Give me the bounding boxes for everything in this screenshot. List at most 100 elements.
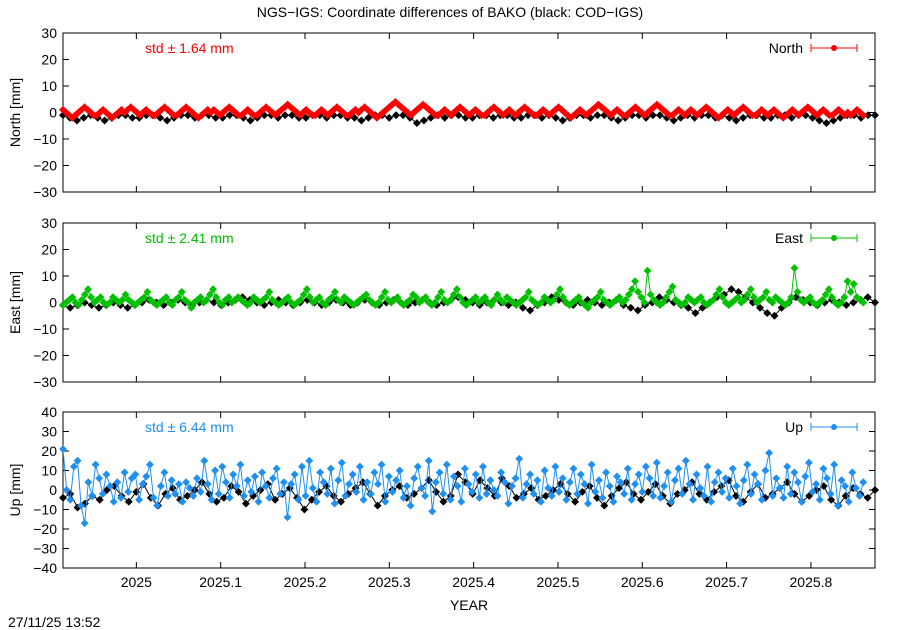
data-point — [428, 507, 437, 516]
data-point — [743, 290, 752, 299]
data-point — [189, 491, 198, 500]
x-tick-label: 2025.7 — [705, 574, 748, 590]
data-point — [637, 293, 646, 302]
data-point — [640, 298, 649, 307]
chart-title: NGS−IGS: Coordinate differences of BAKO … — [257, 4, 643, 20]
data-point — [556, 285, 565, 294]
data-point — [203, 480, 212, 489]
data-point — [384, 472, 393, 481]
data-point — [555, 487, 563, 496]
data-point — [211, 466, 220, 475]
y-tick-label: −30 — [33, 374, 57, 390]
data-point — [290, 470, 299, 479]
data-point — [631, 480, 640, 489]
data-point — [734, 293, 743, 302]
data-point — [214, 489, 223, 498]
data-point — [559, 293, 568, 302]
data-point — [381, 497, 390, 506]
data-point — [667, 497, 676, 506]
data-point — [312, 497, 321, 506]
data-point — [490, 295, 499, 304]
data-point — [631, 277, 639, 286]
data-point — [246, 116, 255, 125]
data-point — [177, 287, 186, 296]
data-point — [355, 462, 364, 471]
data-point — [218, 462, 227, 471]
data-point — [689, 495, 698, 504]
data-point — [412, 119, 421, 128]
data-point — [479, 462, 487, 471]
legend-label: Up — [785, 419, 803, 435]
data-point — [301, 491, 310, 500]
std-label: std ± 1.64 mm — [145, 40, 234, 56]
y-axis-label: East [mm] — [7, 271, 23, 334]
y-tick-label: 20 — [41, 443, 57, 459]
data-point — [184, 298, 192, 307]
data-point — [826, 489, 835, 498]
data-point — [326, 464, 335, 473]
data-point — [73, 456, 82, 465]
data-point — [381, 287, 389, 296]
data-point — [410, 474, 419, 483]
y-tick-label: −20 — [33, 158, 57, 174]
data-point — [209, 285, 218, 294]
data-point — [660, 482, 669, 491]
data-point — [421, 293, 430, 302]
data-point — [145, 460, 154, 469]
data-point — [500, 478, 509, 487]
y-tick-label: −20 — [33, 521, 57, 537]
data-point — [100, 116, 109, 125]
data-point — [739, 476, 748, 485]
data-point — [193, 474, 201, 483]
data-point — [321, 301, 330, 310]
data-point — [595, 476, 603, 485]
data-point — [600, 501, 609, 510]
data-point — [168, 301, 177, 310]
data-point — [300, 505, 309, 514]
data-point — [643, 266, 652, 275]
data-point — [439, 497, 448, 506]
data-point — [714, 468, 723, 477]
x-tick-label: 2025.5 — [537, 574, 580, 590]
data-point — [493, 491, 502, 500]
data-point — [91, 460, 100, 469]
data-point — [736, 499, 745, 508]
legend-marker — [831, 45, 837, 51]
y-tick-label: 30 — [41, 215, 57, 231]
data-point — [696, 293, 705, 302]
y-tick-label: 10 — [41, 463, 57, 479]
data-point — [247, 487, 256, 496]
data-point — [171, 489, 180, 498]
data-point — [174, 480, 183, 489]
data-point — [446, 295, 455, 304]
data-point — [821, 290, 830, 299]
data-point — [804, 458, 813, 467]
data-point — [272, 464, 281, 473]
data-point — [824, 285, 833, 294]
data-point — [258, 468, 267, 477]
data-point — [844, 497, 853, 506]
data-point — [196, 487, 205, 496]
panels: −30 −20 −10 0 10 20 30 North [mm] std ± 1.64 mm N… — [7, 25, 879, 590]
data-point — [234, 487, 243, 496]
data-point — [377, 293, 386, 302]
y-tick-label: −40 — [33, 560, 57, 576]
data-point — [236, 460, 245, 469]
data-point — [823, 474, 831, 483]
data-point — [94, 303, 103, 312]
data-point — [757, 495, 766, 504]
data-point — [645, 474, 654, 483]
data-point — [614, 116, 623, 125]
data-point — [593, 111, 602, 120]
data-point — [240, 491, 248, 500]
data-point — [330, 287, 339, 296]
data-point — [591, 487, 600, 496]
data-point — [388, 487, 397, 496]
y-axis-label: Up [mm] — [7, 464, 23, 517]
y-tick-label: 20 — [41, 52, 57, 68]
y-tick-label: 10 — [41, 268, 57, 284]
data-point — [846, 287, 855, 296]
data-point — [852, 484, 860, 493]
data-point — [337, 298, 346, 307]
data-point — [135, 495, 144, 504]
